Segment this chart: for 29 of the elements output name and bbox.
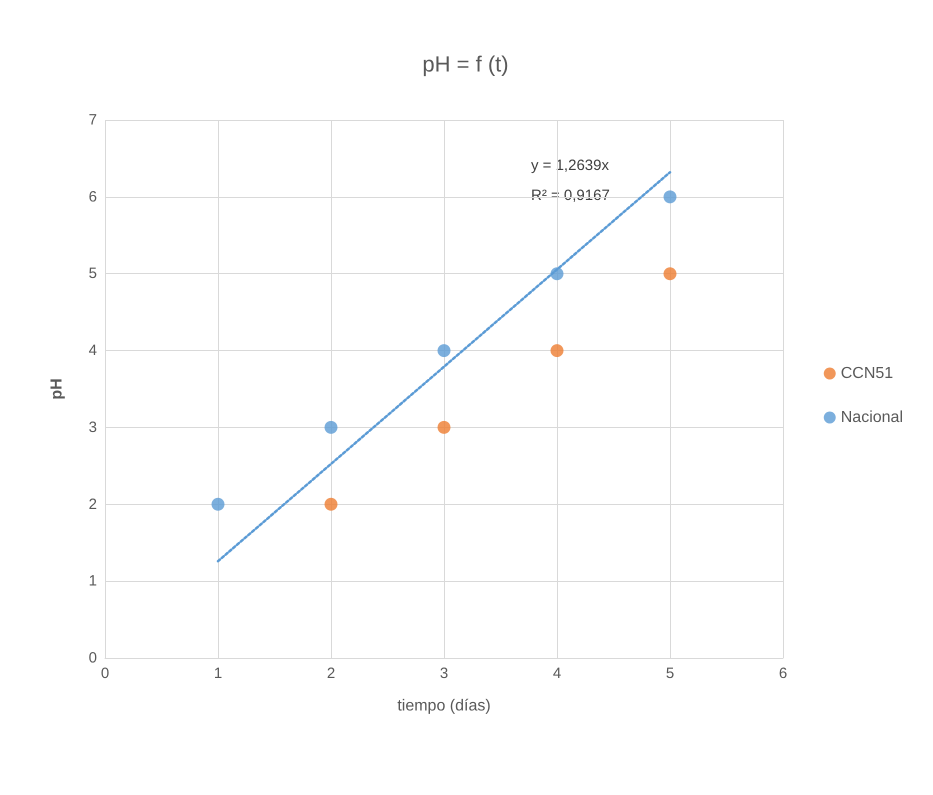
point xyxy=(212,498,224,511)
y-axis-title: pH xyxy=(48,378,66,400)
point xyxy=(664,267,676,280)
legend-label: CCN51 xyxy=(840,365,894,382)
point xyxy=(664,190,676,204)
x-axis-title: tiempo (días) xyxy=(397,698,491,714)
point xyxy=(438,344,450,358)
x-tick-label: 2 xyxy=(326,665,336,682)
y-tick-label: 0 xyxy=(88,650,97,666)
x-tick-label: 3 xyxy=(440,665,448,682)
y-tick-label: 1 xyxy=(88,572,97,590)
point xyxy=(324,420,338,434)
y-tick-label: 7 xyxy=(88,112,97,128)
point xyxy=(324,498,338,511)
y-tick-label: 6 xyxy=(88,188,97,206)
x-tick-label: 1 xyxy=(214,665,222,682)
y-tick-label: 5 xyxy=(88,265,97,282)
chart-title: pH = f (t) xyxy=(422,52,509,76)
x-tick-label: 0 xyxy=(100,665,110,682)
y-tick-label: 4 xyxy=(88,342,97,360)
point xyxy=(550,344,564,358)
x-tick-label: 6 xyxy=(778,665,788,682)
y-tick-label: 2 xyxy=(88,496,97,513)
x-tick-label: 5 xyxy=(666,665,674,682)
y-tick-label: 3 xyxy=(88,418,97,436)
annotation: y = 1,2639x xyxy=(531,157,610,174)
point xyxy=(438,420,450,434)
legend-label: Nacional xyxy=(840,409,904,426)
x-tick-label: 4 xyxy=(552,665,562,682)
